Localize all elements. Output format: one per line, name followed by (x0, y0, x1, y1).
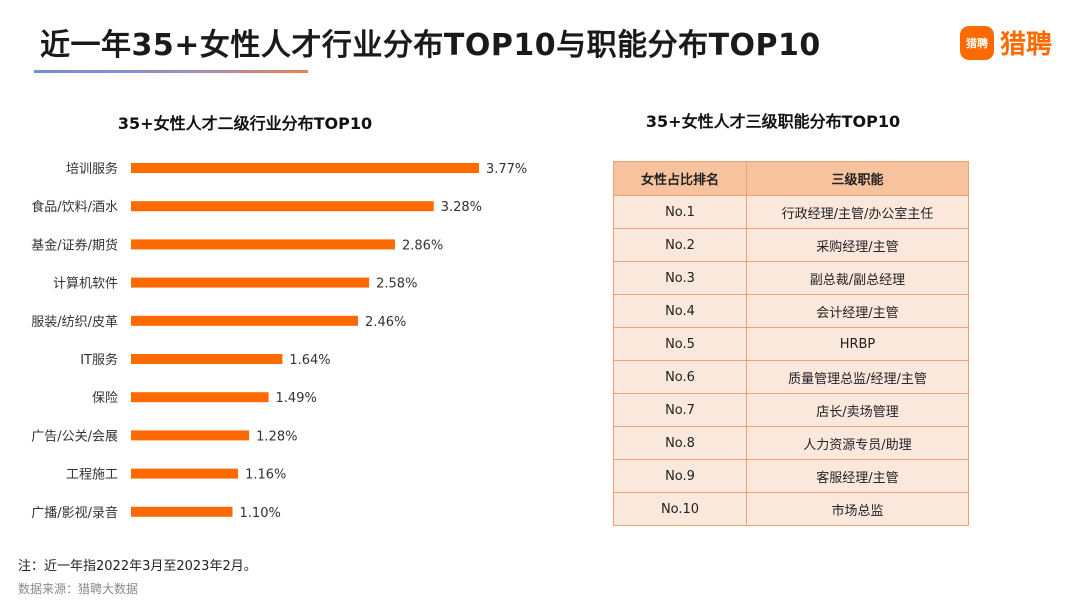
category-label: 基金/证券/期货 (31, 237, 118, 253)
value-label: 2.58% (376, 277, 417, 292)
value-label: 2.46% (365, 315, 406, 330)
rank-cell: No.4 (613, 294, 747, 328)
table-title: 35+女性人才三级职能分布TOP10 (645, 112, 901, 131)
function-cell: 会计经理/主管 (746, 294, 969, 328)
value-label: 1.16% (245, 468, 286, 483)
bar (131, 163, 479, 173)
header-rank: 女性占比排名 (613, 161, 747, 196)
logo-text: 猎聘 (999, 30, 1052, 60)
table-row: No.6 质量管理总监/经理/主管 (613, 360, 969, 394)
category-label: 计算机软件 (53, 277, 118, 292)
value-label: 1.28% (256, 429, 297, 444)
table-row: No.10 市场总监 (613, 492, 969, 526)
title-underline (34, 70, 308, 73)
bar (131, 506, 233, 517)
header-function: 三级职能 (746, 161, 969, 196)
table-row: No.7 店长/卖场管理 (613, 393, 969, 427)
bar (131, 354, 283, 364)
table-row: No.8 人力资源专员/助理 (613, 426, 969, 460)
function-cell: 市场总监 (746, 492, 969, 526)
value-label: 1.10% (240, 506, 281, 521)
rank-cell: No.5 (613, 327, 747, 361)
bar (131, 315, 359, 326)
table-row: No.5 HRBP (613, 327, 969, 361)
rank-cell: No.3 (613, 261, 747, 295)
bar (131, 468, 239, 479)
function-cell: 副总裁/副总经理 (746, 261, 969, 295)
data-source: 数据来源：猎聘大数据 (18, 582, 139, 596)
table-row: No.9 客服经理/主管 (613, 459, 969, 493)
function-cell: HRBP (746, 327, 969, 361)
rank-cell: No.9 (613, 459, 747, 493)
rank-cell: No.7 (613, 393, 747, 427)
table-header-row: 女性占比排名 三级职能 (613, 161, 969, 196)
rank-cell: No.10 (613, 492, 747, 526)
category-label: 食品/饮料/酒水 (31, 199, 118, 215)
category-label: 广告/公关/会展 (31, 429, 118, 444)
function-cell: 客服经理/主管 (746, 459, 969, 493)
bar (131, 430, 250, 441)
category-label: 工程施工 (66, 468, 118, 483)
category-label: 广播/影视/录音 (31, 505, 118, 521)
category-label: 服装/纺织/皮革 (31, 315, 118, 330)
function-cell: 采购经理/主管 (746, 228, 969, 262)
category-label: IT服务 (80, 352, 118, 368)
category-label: 保险 (92, 391, 118, 406)
logo-badge-icon: 猎聘 (959, 25, 994, 60)
table-row: No.4 会计经理/主管 (613, 294, 969, 328)
function-cell: 质量管理总监/经理/主管 (746, 360, 969, 394)
category-label: 培训服务 (66, 161, 118, 177)
chart-title: 35+女性人才二级行业分布TOP10 (117, 114, 373, 133)
function-cell: 行政经理/主管/办公室主任 (746, 195, 969, 229)
table-row: No.1 行政经理/主管/办公室主任 (613, 195, 969, 229)
bar (131, 392, 269, 403)
page-title: 近一年35+女性人才行业分布TOP10与职能分布TOP10 (40, 28, 821, 63)
table-row: No.3 副总裁/副总经理 (613, 261, 969, 295)
value-label: 2.86% (402, 238, 443, 253)
industry-bar-chart: 培训服务 3.77% 食品/饮料/酒水 3.28% 基金/证券/期货 2.86% 计算机软件… (31, 161, 527, 521)
value-label: 1.49% (276, 391, 317, 406)
value-label: 1.64% (289, 353, 330, 368)
value-label: 3.28% (441, 200, 482, 215)
rank-cell: No.2 (613, 228, 747, 262)
rank-cell: No.1 (613, 195, 747, 229)
footnote: 注：近一年指2022年3月至2023年2月。 (18, 559, 257, 574)
rank-cell: No.8 (613, 426, 747, 460)
rank-cell: No.6 (613, 360, 747, 394)
function-cell: 店长/卖场管理 (746, 393, 969, 427)
bar (131, 239, 395, 250)
function-table: 女性占比排名 三级职能 No.1 行政经理/主管/办公室主任 No.2 采购经理/主管… (613, 161, 969, 526)
liepin-logo: 猎聘 猎聘 (959, 24, 1052, 61)
function-cell: 人力资源专员/助理 (746, 426, 969, 460)
table-row: No.2 采购经理/主管 (613, 228, 969, 262)
bar (131, 201, 434, 212)
bar (131, 277, 370, 288)
value-label: 3.77% (486, 162, 527, 177)
